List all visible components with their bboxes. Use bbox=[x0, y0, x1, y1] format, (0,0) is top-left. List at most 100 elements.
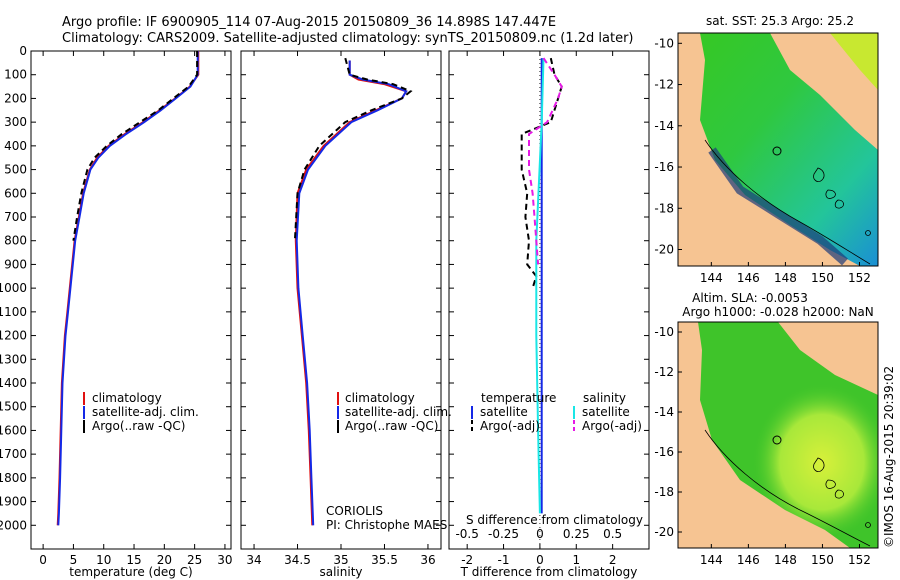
lat-tick-label: -16 bbox=[654, 445, 674, 459]
lat-tick-label: -18 bbox=[654, 201, 674, 215]
lat-tick-label: -20 bbox=[654, 525, 674, 539]
x-tick-label: 0 bbox=[39, 553, 47, 567]
x-tick-label: 2 bbox=[609, 553, 617, 567]
legend-title-salinity: salinity bbox=[583, 391, 626, 405]
y-tick-label: 700 bbox=[4, 210, 27, 224]
s-difference-label: S difference from climatology bbox=[466, 513, 643, 527]
y-tick-label: 1900 bbox=[0, 495, 27, 509]
lat-tick-label: -10 bbox=[654, 325, 674, 339]
y-tick-label: 0 bbox=[19, 44, 27, 58]
salinity-panel-frame bbox=[240, 50, 442, 550]
series-line bbox=[295, 60, 408, 526]
x-tick-label: -1 bbox=[498, 553, 510, 567]
sst-map-title: sat. SST: 25.3 Argo: 25.2 bbox=[706, 14, 854, 28]
pi-label: PI: Christophe MAES bbox=[326, 518, 447, 532]
x-tick-label: 0 bbox=[536, 553, 544, 567]
lon-tick-label: 144 bbox=[700, 271, 723, 285]
y-tick-label: 1100 bbox=[0, 305, 27, 319]
sla-map: Altim. SLA: -0.0053 Argo h1000: -0.028 h… bbox=[677, 291, 879, 549]
x-tick-label: 35.5 bbox=[371, 553, 398, 567]
lat-tick-label: -12 bbox=[654, 365, 674, 379]
imos-stamp: ©IMOS 16-Aug-2015 20:39:02 bbox=[882, 366, 896, 548]
title-line-1: Argo profile: IF 6900905_114 07-Aug-2015… bbox=[62, 15, 556, 30]
temperature-panel-frame bbox=[30, 50, 232, 550]
s-tick-label: 0 bbox=[536, 527, 544, 541]
coriolis-label: CORIOLIS bbox=[326, 504, 383, 518]
lat-tick-label: -18 bbox=[654, 485, 674, 499]
x-tick-label: 20 bbox=[157, 553, 172, 567]
temperature-axis-label: temperature (deg C) bbox=[69, 565, 192, 579]
y-tick-label: 800 bbox=[4, 234, 27, 248]
s-tick-label: 0.5 bbox=[603, 527, 622, 541]
x-tick-label: 1 bbox=[572, 553, 580, 567]
series-line bbox=[535, 58, 545, 514]
legend-temp-satellite: satellite bbox=[480, 405, 528, 419]
y-tick-label: 600 bbox=[4, 186, 27, 200]
title-line-2: Climatology: CARS2009. Satellite-adjuste… bbox=[62, 31, 634, 46]
sla-map-title: Altim. SLA: -0.0053 bbox=[692, 291, 808, 305]
y-tick-label: 500 bbox=[4, 163, 27, 177]
lon-tick-label: 150 bbox=[811, 271, 834, 285]
legend-climatology: climatology bbox=[92, 391, 162, 405]
y-tick-label: 1000 bbox=[0, 281, 27, 295]
lon-tick-label: 148 bbox=[774, 553, 797, 567]
y-tick-label: 1600 bbox=[0, 423, 27, 437]
y-tick-label: 1800 bbox=[0, 471, 27, 485]
s-tick-label: -0.5 bbox=[455, 527, 478, 541]
series-line bbox=[57, 51, 199, 526]
lat-tick-label: -14 bbox=[654, 405, 674, 419]
y-tick-label: 1500 bbox=[0, 400, 27, 414]
x-tick-label: 34 bbox=[246, 553, 261, 567]
legend-climatology: climatology bbox=[345, 391, 415, 405]
y-tick-label: 900 bbox=[4, 257, 27, 271]
y-tick-label: 1400 bbox=[0, 376, 27, 390]
y-tick-label: 1200 bbox=[0, 329, 27, 343]
y-tick-label: 400 bbox=[4, 139, 27, 153]
sst-map: sat. SST: 25.3 Argo: 25.2 bbox=[677, 14, 879, 267]
legend-satellite-adj: satellite-adj. clim. bbox=[92, 405, 199, 419]
series-line bbox=[528, 57, 563, 265]
lon-tick-label: 150 bbox=[811, 553, 834, 567]
salinity-legend: climatology satellite-adj. clim. Argo(..… bbox=[337, 391, 452, 433]
t-difference-axis-label: T difference from climatology bbox=[460, 565, 638, 579]
sst-map-land bbox=[678, 33, 878, 150]
sla-map-land bbox=[678, 322, 878, 395]
s-tick-label: 0.25 bbox=[563, 527, 590, 541]
lon-tick-label: 152 bbox=[848, 553, 871, 567]
legend-sal-satellite: satellite bbox=[582, 405, 630, 419]
x-tick-label: 25 bbox=[187, 553, 202, 567]
sla-map-frame bbox=[677, 321, 879, 549]
series-line bbox=[293, 57, 413, 241]
lat-tick-label: -14 bbox=[654, 119, 674, 133]
legend-sal-argo: Argo(-adj) bbox=[582, 419, 642, 433]
temperature-legend: climatology satellite-adj. clim. Argo(..… bbox=[83, 391, 199, 433]
sla-map-title-2: Argo h1000: -0.028 h2000: NaN bbox=[682, 305, 874, 319]
difference-panel-frame bbox=[448, 50, 650, 550]
lat-tick-label: -20 bbox=[654, 243, 674, 257]
x-tick-label: 5 bbox=[70, 553, 78, 567]
lon-tick-label: 144 bbox=[700, 553, 723, 567]
series-line bbox=[56, 51, 200, 526]
lon-tick-label: 148 bbox=[774, 271, 797, 285]
x-tick-label: 30 bbox=[217, 553, 232, 567]
legend-title-temperature: temperature bbox=[481, 391, 556, 405]
lat-tick-label: -10 bbox=[654, 36, 674, 50]
s-tick-label: -0.25 bbox=[488, 527, 519, 541]
legend-argo: Argo(..raw -QC) bbox=[345, 419, 438, 433]
lat-tick-label: -16 bbox=[654, 160, 674, 174]
x-tick-label: 34.5 bbox=[284, 553, 311, 567]
legend-temp-argo: Argo(-adj) bbox=[480, 419, 540, 433]
x-tick-label: 10 bbox=[96, 553, 111, 567]
y-tick-label: 2000 bbox=[0, 518, 27, 532]
lat-tick-label: -12 bbox=[654, 78, 674, 92]
legend-argo: Argo(..raw -QC) bbox=[92, 419, 185, 433]
series-line bbox=[72, 51, 199, 241]
legend-satellite-adj: satellite-adj. clim. bbox=[345, 405, 452, 419]
lon-tick-label: 146 bbox=[737, 271, 760, 285]
sst-map-frame bbox=[677, 32, 879, 267]
difference-legend: temperature salinity satellite Argo(-adj… bbox=[471, 391, 642, 433]
series-line bbox=[294, 60, 408, 526]
x-tick-label: 35 bbox=[333, 553, 348, 567]
